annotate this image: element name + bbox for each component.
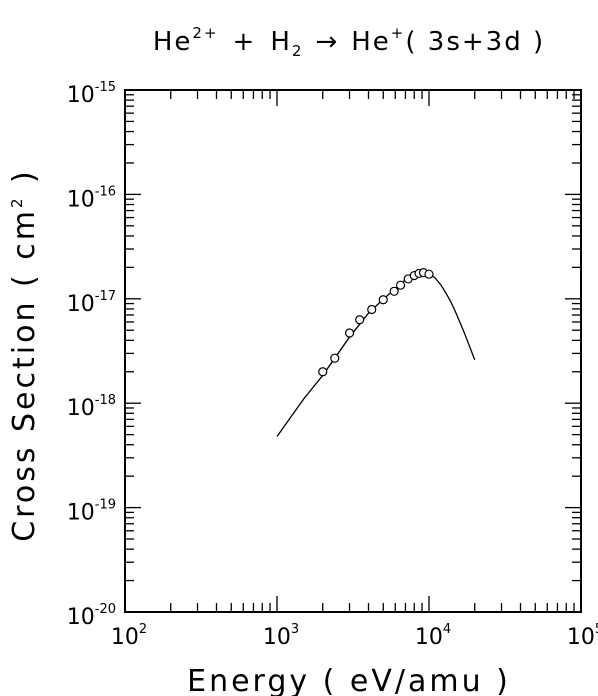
y-axis-label-sup: 2	[8, 195, 26, 208]
data-point	[389, 286, 399, 296]
title-product-charge: +	[391, 24, 406, 42]
y-tick-label: 10-15	[67, 80, 116, 108]
y-axis-label-prefix: Cross Section ( cm	[7, 208, 42, 542]
x-tick-label-exp: 2	[139, 622, 147, 637]
plot-frame	[124, 89, 582, 613]
title-reactant1-charge: 2+	[192, 24, 218, 42]
y-axis-label: Cross Section ( cm2 )	[7, 168, 42, 542]
y-tick-label: 10-19	[67, 498, 116, 526]
title-reactant2: H	[270, 27, 292, 57]
y-tick-label: 10-16	[67, 184, 116, 212]
y-tick-label-exp: -16	[95, 184, 116, 199]
x-tick-label: 104	[415, 622, 451, 650]
y-axis-label-suffix: )	[7, 168, 42, 195]
title-reactant1: He	[153, 27, 193, 57]
chart-title: He2+ + H2 → He+( 3s+3d )	[153, 24, 545, 60]
y-tick-label-exp: -18	[95, 393, 116, 408]
title-product: He	[351, 27, 391, 57]
y-tick-label-base: 10	[67, 396, 95, 421]
data-point	[330, 353, 340, 363]
y-tick-label-base: 10	[67, 83, 95, 108]
x-tick-label-base: 10	[111, 625, 139, 650]
y-tick-label-base: 10	[67, 605, 95, 630]
data-point	[424, 269, 434, 279]
y-tick-label: 10-17	[67, 289, 116, 317]
x-tick-label-base: 10	[415, 625, 443, 650]
x-tick-label-exp: 4	[443, 622, 451, 637]
x-axis-label: Energy ( eV/amu )	[187, 664, 511, 696]
y-tick-label-exp: -15	[95, 80, 116, 95]
data-point	[318, 367, 328, 377]
title-arrow: →	[315, 27, 339, 57]
data-point	[378, 295, 388, 305]
data-point	[355, 315, 365, 325]
x-tick-labels: 102103104105	[111, 622, 598, 650]
title-reactant2-sub: 2	[292, 42, 304, 60]
y-tick-label-exp: -19	[95, 498, 116, 513]
title-product-state: ( 3s+3d )	[405, 27, 545, 57]
x-tick-label-base: 10	[263, 625, 291, 650]
y-tick-label-exp: -17	[95, 289, 116, 304]
title-plus: +	[233, 27, 257, 57]
data-point	[367, 304, 377, 315]
x-tick-label-base: 10	[567, 625, 595, 650]
data-points	[318, 268, 434, 377]
data-point	[344, 328, 355, 338]
cross-section-curve	[276, 272, 476, 437]
y-tick-label-exp: -20	[95, 602, 116, 617]
y-tick-label-base: 10	[67, 187, 95, 212]
y-tick-label-base: 10	[67, 501, 95, 526]
y-tick-label-base: 10	[67, 292, 95, 317]
x-tick-label-exp: 3	[291, 622, 299, 637]
axis-ticks	[124, 90, 581, 613]
x-tick-label: 105	[567, 622, 598, 650]
y-tick-label: 10-20	[67, 602, 116, 630]
x-tick-label: 103	[263, 622, 299, 650]
x-tick-label-exp: 5	[595, 622, 598, 637]
data-point	[395, 280, 406, 290]
y-tick-label: 10-18	[67, 393, 116, 421]
x-tick-label: 102	[111, 622, 147, 650]
